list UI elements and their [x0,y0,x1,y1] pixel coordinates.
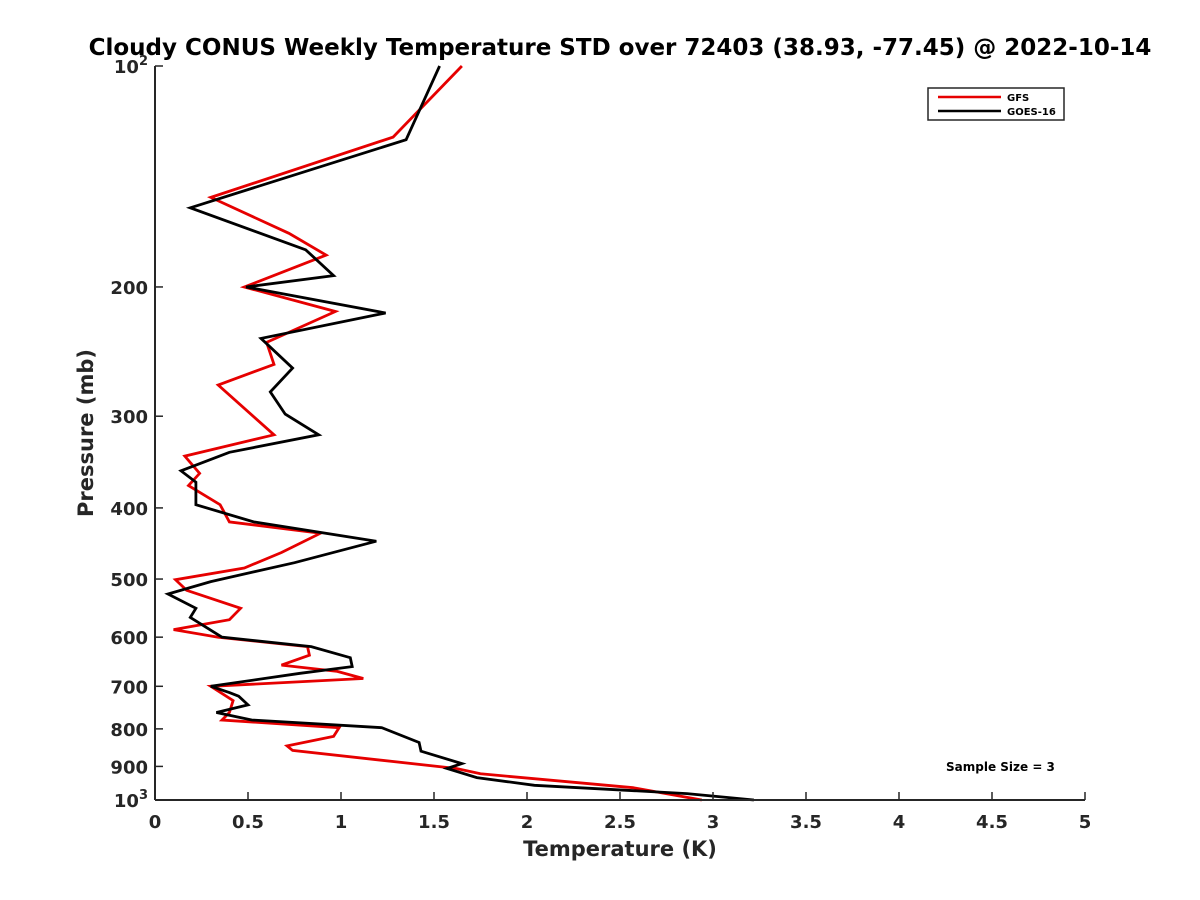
x-tick-label: 3.5 [790,812,822,833]
x-tick-label: 3 [707,812,720,833]
y-tick-label: 400 [110,499,148,520]
x-tick-label: 0.5 [232,812,264,833]
y-tick-label: 200 [110,278,148,299]
y-tick-label: 800 [110,720,148,741]
x-tick-label: 2.5 [604,812,636,833]
y-axis-label: Pressure (mb) [74,349,98,517]
y-tick-label: 600 [110,628,148,649]
legend-label-goes16: GOES-16 [1007,107,1056,118]
sample-size-annotation: Sample Size = 3 [946,760,1055,774]
legend-box [927,87,1065,121]
x-tick-label: 1 [335,812,348,833]
y-tick-label: 700 [110,677,148,698]
x-tick-label: 5 [1079,812,1092,833]
x-tick-label: 1.5 [418,812,450,833]
legend: GFS GOES-16 [927,87,1065,121]
series-line-gfs [172,65,703,802]
plot-area [164,65,755,802]
y-tick-label: 500 [110,570,148,591]
y-tick-label: 900 [110,757,148,778]
y-ticks: 102 200 300 400 500 600 700 800 900 103 [110,54,163,812]
x-tick-label: 4.5 [976,812,1008,833]
series-line-goes16 [164,65,755,802]
y-tick-label: 103 [114,788,148,812]
y-tick-label: 300 [110,407,148,428]
x-tick-label: 4 [893,812,906,833]
x-ticks: 0 0.5 1 1.5 2 2.5 3 3.5 4 4.5 5 [149,792,1092,833]
x-tick-label: 2 [521,812,534,833]
x-tick-label: 0 [149,812,162,833]
legend-label-gfs: GFS [1007,93,1029,104]
y-tick-label: 102 [114,54,148,78]
x-axis-label: Temperature (K) [523,837,717,861]
chart-title: Cloudy CONUS Weekly Temperature STD over… [89,35,1152,61]
